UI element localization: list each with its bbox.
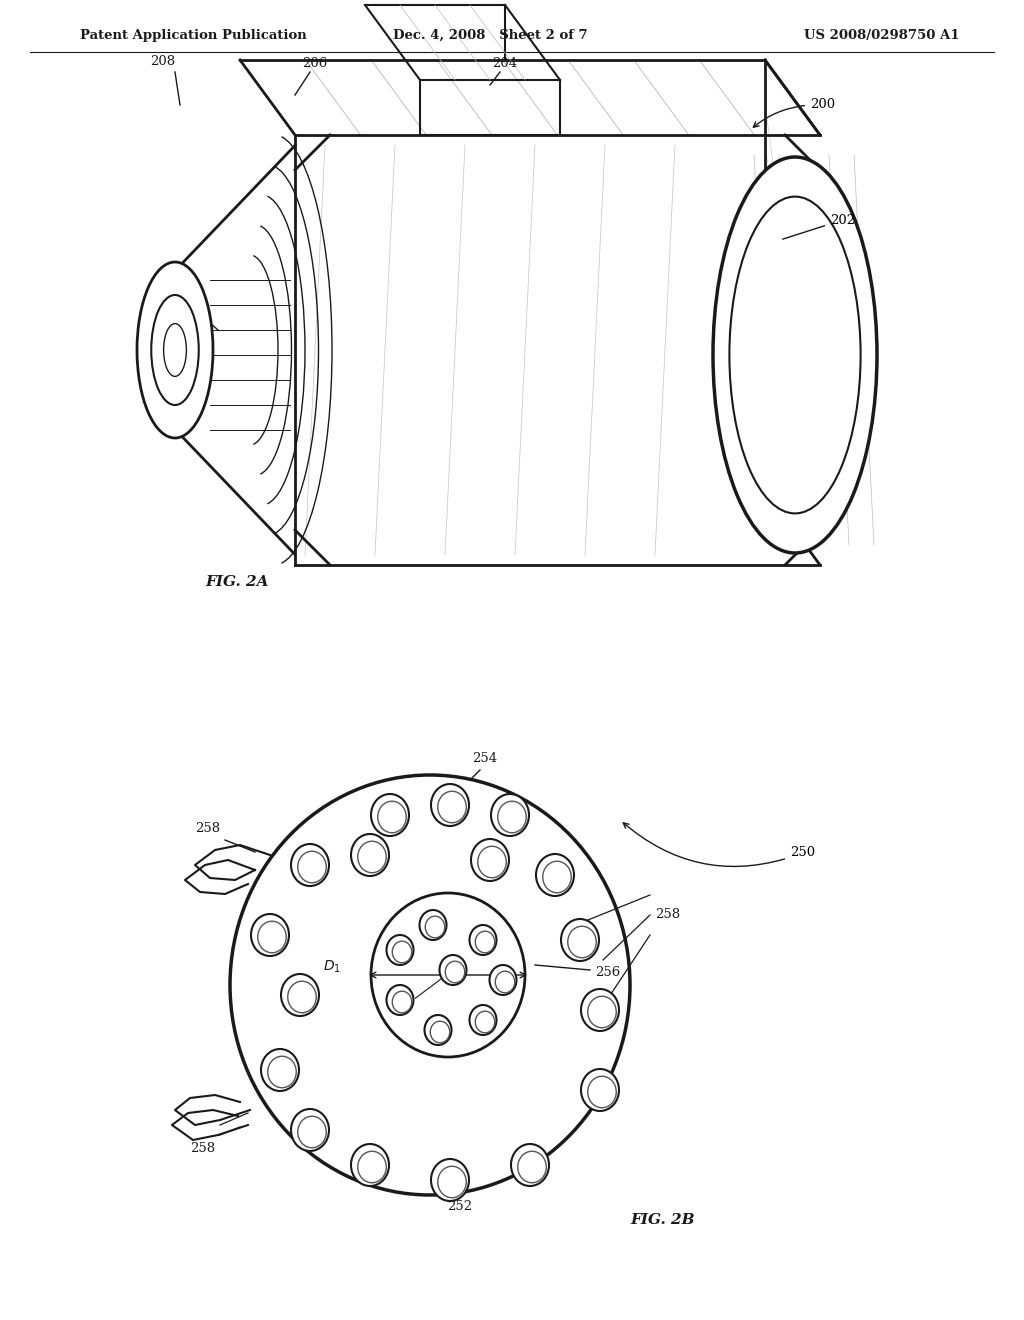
Ellipse shape bbox=[425, 1015, 452, 1045]
Ellipse shape bbox=[489, 965, 516, 995]
Text: $D_1$: $D_1$ bbox=[323, 958, 341, 975]
Text: 250: 250 bbox=[158, 301, 183, 314]
Ellipse shape bbox=[351, 1144, 389, 1185]
Ellipse shape bbox=[137, 261, 213, 438]
Text: 250: 250 bbox=[624, 822, 815, 866]
Text: 200: 200 bbox=[754, 99, 836, 127]
Ellipse shape bbox=[251, 913, 289, 956]
Text: Patent Application Publication: Patent Application Publication bbox=[80, 29, 307, 41]
Ellipse shape bbox=[431, 784, 469, 826]
Text: 254: 254 bbox=[472, 752, 498, 766]
Ellipse shape bbox=[713, 157, 877, 553]
Text: 202: 202 bbox=[782, 214, 855, 239]
Text: FIG. 2A: FIG. 2A bbox=[205, 576, 268, 589]
Ellipse shape bbox=[431, 1159, 469, 1201]
Text: 256: 256 bbox=[595, 965, 621, 978]
Text: 258: 258 bbox=[195, 822, 220, 836]
Ellipse shape bbox=[469, 1005, 497, 1035]
Ellipse shape bbox=[490, 795, 529, 836]
Ellipse shape bbox=[230, 775, 630, 1195]
Text: 206: 206 bbox=[302, 57, 328, 70]
Ellipse shape bbox=[164, 323, 186, 376]
Text: 258: 258 bbox=[655, 908, 680, 921]
Text: 204: 204 bbox=[493, 57, 517, 70]
Ellipse shape bbox=[371, 795, 409, 836]
Ellipse shape bbox=[386, 985, 414, 1015]
Text: 258: 258 bbox=[189, 1142, 215, 1155]
Text: US 2008/0298750 A1: US 2008/0298750 A1 bbox=[805, 29, 961, 41]
Ellipse shape bbox=[351, 834, 389, 876]
Ellipse shape bbox=[152, 294, 199, 405]
Text: FIG. 2B: FIG. 2B bbox=[630, 1213, 694, 1228]
Ellipse shape bbox=[386, 935, 414, 965]
Ellipse shape bbox=[371, 894, 525, 1057]
Ellipse shape bbox=[291, 843, 329, 886]
Ellipse shape bbox=[536, 854, 574, 896]
Text: 208: 208 bbox=[151, 55, 175, 69]
Ellipse shape bbox=[581, 1069, 618, 1111]
Text: Dec. 4, 2008   Sheet 2 of 7: Dec. 4, 2008 Sheet 2 of 7 bbox=[392, 29, 588, 41]
Ellipse shape bbox=[561, 919, 599, 961]
Ellipse shape bbox=[261, 1049, 299, 1092]
Ellipse shape bbox=[291, 1109, 329, 1151]
Text: 252: 252 bbox=[447, 1200, 472, 1213]
Ellipse shape bbox=[439, 954, 467, 985]
Ellipse shape bbox=[471, 840, 509, 880]
Ellipse shape bbox=[469, 925, 497, 954]
Ellipse shape bbox=[281, 974, 319, 1016]
Ellipse shape bbox=[581, 989, 618, 1031]
Ellipse shape bbox=[511, 1144, 549, 1185]
Ellipse shape bbox=[420, 909, 446, 940]
